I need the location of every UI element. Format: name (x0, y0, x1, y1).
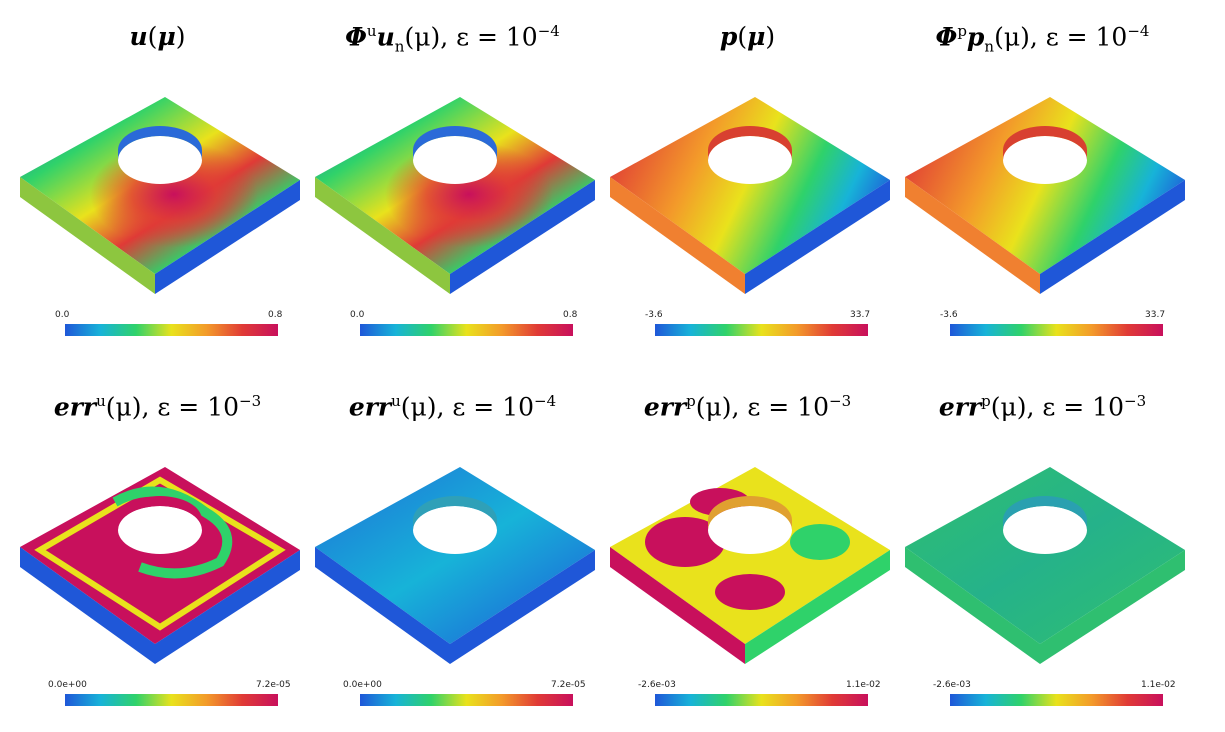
plate-with-hole-err-u (20, 467, 300, 664)
panel-err-u-1e-4: erru(μ), ε = 10−4 0.0e+00 7.2e-05 (305, 392, 600, 732)
panel-title: u(μ) (129, 22, 186, 51)
plate-with-hole-u-reduced (315, 97, 595, 294)
panel-err-p-1e-3-b: errp(μ), ε = 10−3 -2.6e-03 1.1e-02 (895, 392, 1190, 732)
panel-title: p(μ) (719, 22, 776, 51)
colorbar (655, 324, 868, 336)
colorbar (65, 324, 278, 336)
colorbar-max: 0.8 (268, 310, 283, 320)
colorbar (655, 694, 868, 706)
colorbar-min: 0.0e+00 (48, 680, 87, 690)
colorbar-max: 33.7 (850, 310, 871, 320)
panel-title: erru(μ), ε = 10−3 (53, 392, 262, 422)
colorbar-min: 0.0e+00 (343, 680, 382, 690)
plate-with-hole-p (610, 97, 890, 294)
panel-title: errp(μ), ε = 10−3 (643, 392, 852, 422)
panel-p-reduced: Φppn(μ), ε = 10−4 -3.6 33.7 (895, 22, 1190, 362)
panel-title: Φuun(μ), ε = 10−4 (345, 22, 560, 56)
panel-title: errp(μ), ε = 10−3 (938, 392, 1147, 422)
colorbar (360, 324, 573, 336)
colorbar-min: 0.0 (350, 310, 365, 320)
colorbar-max: 1.1e-02 (846, 680, 881, 690)
colorbar-max: 0.8 (563, 310, 578, 320)
plate-with-hole-u (20, 97, 300, 294)
colorbar (950, 694, 1163, 706)
panel-err-p-1e-3: errp(μ), ε = 10−3 -2.6e-03 1.1e-02 (600, 392, 895, 732)
panel-u: u(μ) 0.0 0.8 (10, 22, 305, 362)
plate-with-hole-p-reduced (905, 97, 1185, 294)
plate-with-hole-err-p-small (905, 467, 1185, 664)
colorbar-max: 33.7 (1145, 310, 1166, 320)
colorbar-max: 7.2e-05 (256, 680, 291, 690)
colorbar-min: 0.0 (55, 310, 70, 320)
plate-with-hole-err-p (610, 467, 890, 664)
colorbar-max: 7.2e-05 (551, 680, 586, 690)
panel-err-u-1e-3: erru(μ), ε = 10−3 0.0e+00 7.2e-05 (10, 392, 305, 732)
colorbar (65, 694, 278, 706)
panel-title: erru(μ), ε = 10−4 (348, 392, 557, 422)
colorbar-min: -3.6 (940, 310, 958, 320)
plate-with-hole-err-u-small (315, 467, 595, 664)
panel-title: Φppn(μ), ε = 10−4 (935, 22, 1150, 56)
colorbar-min: -2.6e-03 (638, 680, 676, 690)
panel-u-reduced: Φuun(μ), ε = 10−4 0.0 0.8 (305, 22, 600, 362)
colorbar-min: -3.6 (645, 310, 663, 320)
colorbar (360, 694, 573, 706)
colorbar-min: -2.6e-03 (933, 680, 971, 690)
colorbar-max: 1.1e-02 (1141, 680, 1176, 690)
colorbar (950, 324, 1163, 336)
panel-p: p(μ) -3.6 33.7 (600, 22, 895, 362)
